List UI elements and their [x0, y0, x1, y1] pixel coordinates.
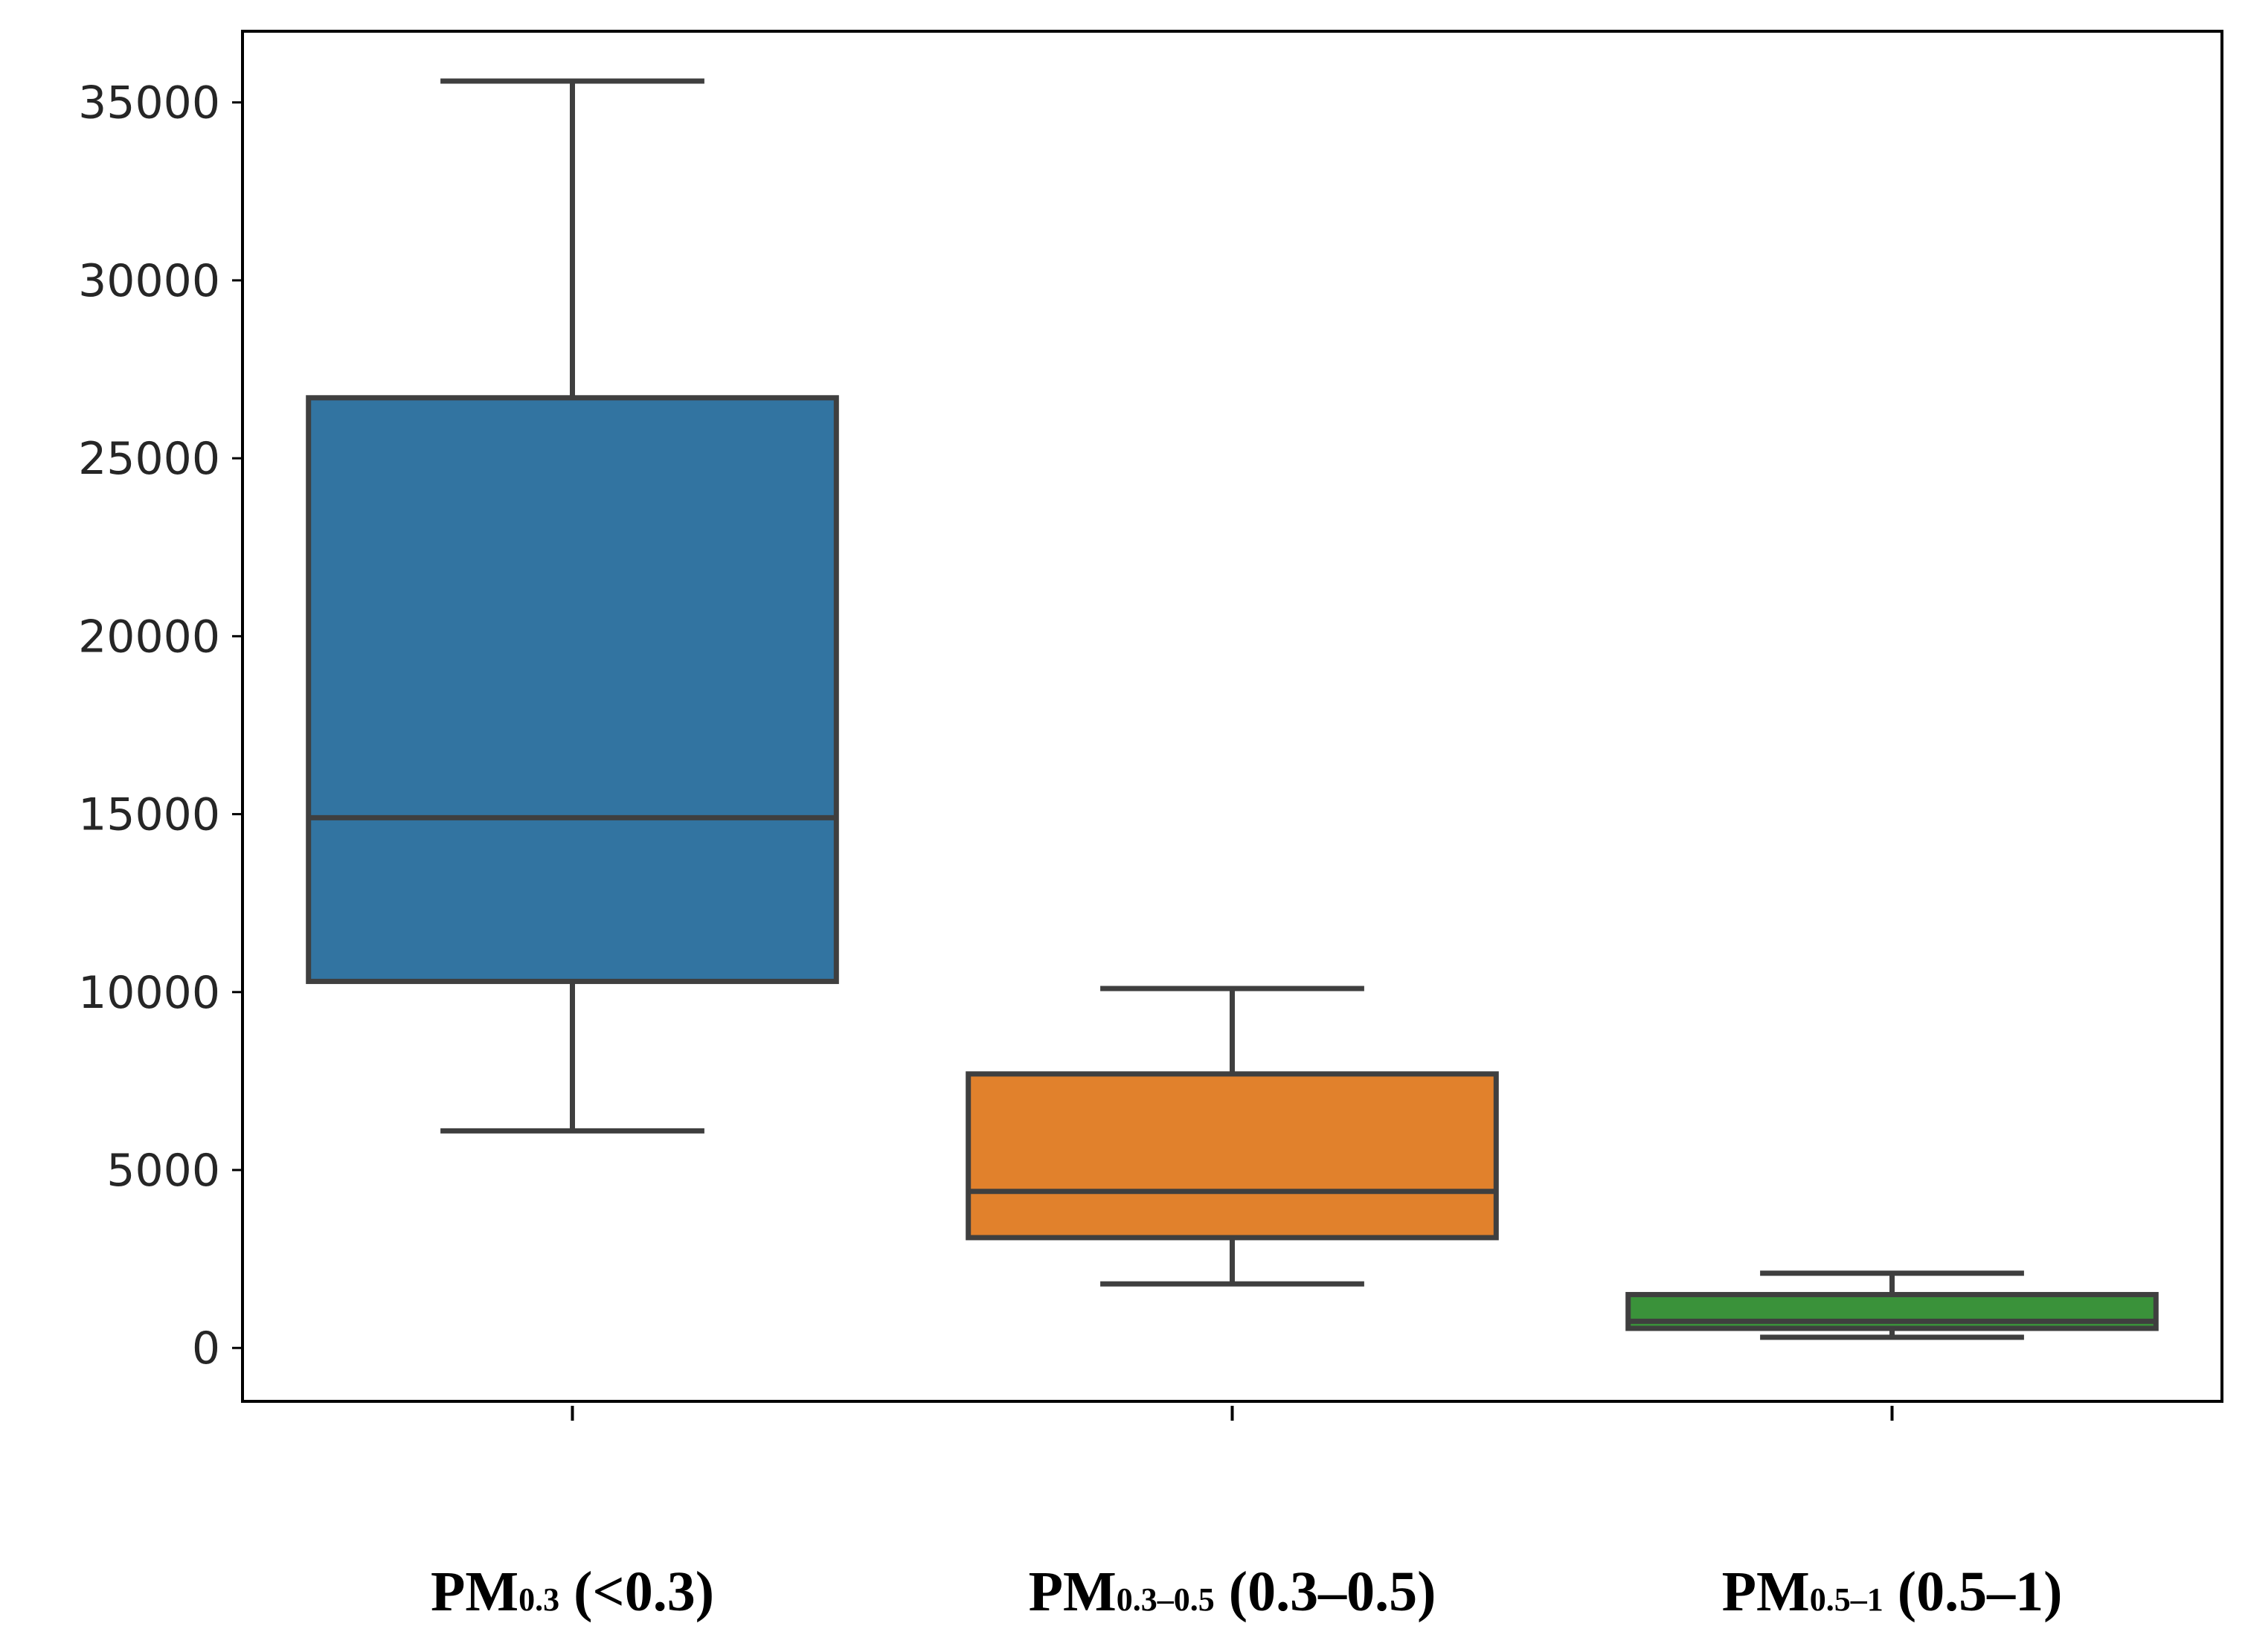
label-range: (0.3–0.5) [1215, 1561, 1436, 1623]
y-tick-label: 5000 [106, 1145, 220, 1197]
y-tick-label: 10000 [78, 967, 220, 1019]
y-tick-label: 25000 [78, 433, 220, 485]
box-group [1625, 1270, 2159, 1340]
y-axis: 0 5000 10000 15000 20000 25000 30000 35000 [78, 77, 243, 1375]
label-main: PM [1029, 1561, 1117, 1623]
x-axis: PM0.3 (<0.3) PM0.3–0.5 (0.3–0.5) PM0.5–1 (… [431, 1406, 2062, 1623]
label-subscript: 0.3–0.5 [1117, 1581, 1215, 1618]
label-range: (0.5–1) [1883, 1561, 2063, 1623]
y-tick-label: 20000 [78, 611, 220, 663]
box-group [966, 986, 1499, 1287]
x-category-label: PM0.3–0.5 (0.3–0.5) [1029, 1561, 1436, 1623]
label-subscript: 0.3 [518, 1581, 559, 1618]
label-main: PM [1722, 1561, 1810, 1623]
plot-frame [241, 30, 2223, 1403]
box-group [306, 78, 839, 1134]
boxes [306, 78, 2159, 1340]
y-tick-label: 35000 [78, 77, 220, 129]
y-tick-label: 0 [192, 1322, 220, 1375]
x-category-label: PM0.5–1 (0.5–1) [1722, 1561, 2063, 1623]
iqr-box [966, 1071, 1499, 1241]
y-tick-label: 15000 [78, 789, 220, 841]
label-subscript: 0.5–1 [1810, 1581, 1883, 1618]
x-category-label: PM0.3 (<0.3) [431, 1561, 714, 1623]
label-range: (<0.3) [559, 1561, 714, 1623]
y-tick-label: 30000 [78, 255, 220, 307]
iqr-box [306, 395, 839, 984]
label-main: PM [431, 1561, 518, 1623]
